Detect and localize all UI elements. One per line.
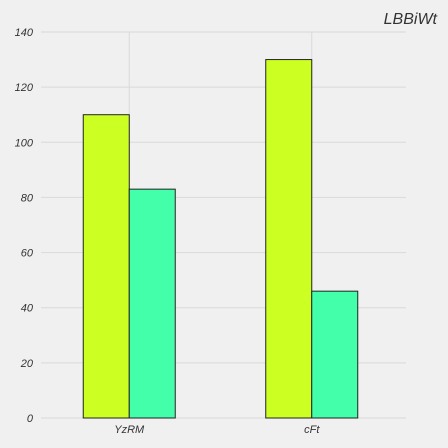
bar-YzRM-series-2 [128, 188, 176, 419]
y-tick-label: 80 [21, 192, 34, 204]
bar-cFt-series-1 [265, 59, 313, 419]
y-tick-label: 120 [15, 82, 34, 94]
y-tick-label: 140 [15, 27, 34, 39]
x-axis-ticks: YzRM cFt [114, 424, 320, 436]
chart-title: LBBiWt [384, 11, 438, 28]
y-axis-ticks: 0 20 40 60 80 100 120 140 [15, 27, 34, 425]
y-tick-label: 100 [15, 137, 34, 149]
y-tick-label: 60 [21, 248, 34, 260]
y-tick-label: 40 [21, 303, 34, 315]
x-tick-label: YzRM [114, 424, 145, 436]
y-tick-label: 20 [20, 358, 34, 370]
bar-YzRM-series-1 [82, 114, 130, 419]
bar-cFt-series-2 [311, 290, 359, 419]
x-tick-label: cFt [304, 424, 320, 436]
y-tick-label: 0 [27, 413, 34, 425]
bars [82, 59, 359, 419]
